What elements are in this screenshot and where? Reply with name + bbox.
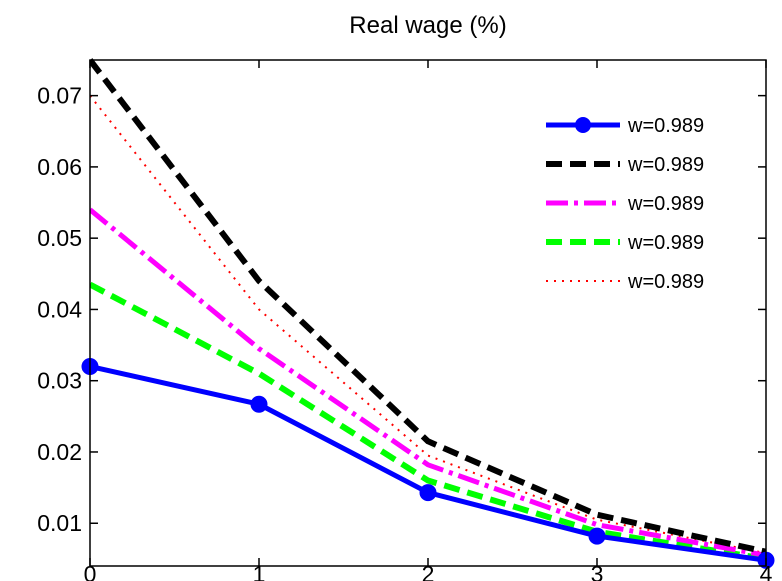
series-line-3 <box>90 281 766 562</box>
x-tick-label: 1 <box>253 561 266 581</box>
legend-item: w=0.989 <box>546 271 704 293</box>
series-line-2 <box>90 207 766 558</box>
y-tick-label: 0.01 <box>37 510 82 536</box>
y-tick-label: 0.05 <box>37 225 82 251</box>
y-tick-label: 0.02 <box>37 439 82 465</box>
series-2 <box>90 207 766 558</box>
legend-label: w=0.989 <box>627 154 704 176</box>
axes: 0 1 2 3 4 0.01 0.02 0.03 0.04 0.05 0.06 0.07 <box>37 59 773 581</box>
legend-label: w=0.989 <box>627 271 704 293</box>
legend-label: w=0.989 <box>627 193 704 215</box>
legend-item: w=0.989 <box>546 154 704 176</box>
y-tick-label: 0.03 <box>37 368 82 394</box>
x-tick-label: 0 <box>84 561 97 581</box>
series-line-1 <box>90 58 766 555</box>
x-tick-label: 2 <box>422 561 435 581</box>
data-point <box>419 484 437 502</box>
legend: w=0.989 w=0.989 w=0.989 w=0.989 w=0.989 <box>546 115 704 293</box>
series-1 <box>90 58 766 555</box>
legend-label: w=0.989 <box>627 115 704 137</box>
chart-title: Real wage (%) <box>349 12 506 39</box>
data-point <box>250 395 268 413</box>
legend-marker <box>575 117 591 133</box>
data-point <box>588 527 606 545</box>
legend-item: w=0.989 <box>546 232 704 254</box>
series-3 <box>90 281 766 562</box>
plot-area <box>81 58 775 569</box>
y-tick-label: 0.06 <box>37 154 82 180</box>
x-tick-label: 3 <box>591 561 604 581</box>
legend-item: w=0.989 <box>546 115 704 137</box>
x-tick-label: 4 <box>760 561 773 581</box>
legend-label: w=0.989 <box>627 232 704 254</box>
y-tick-label: 0.04 <box>37 296 82 322</box>
y-tick-label: 0.07 <box>37 83 82 109</box>
legend-item: w=0.989 <box>546 193 704 215</box>
